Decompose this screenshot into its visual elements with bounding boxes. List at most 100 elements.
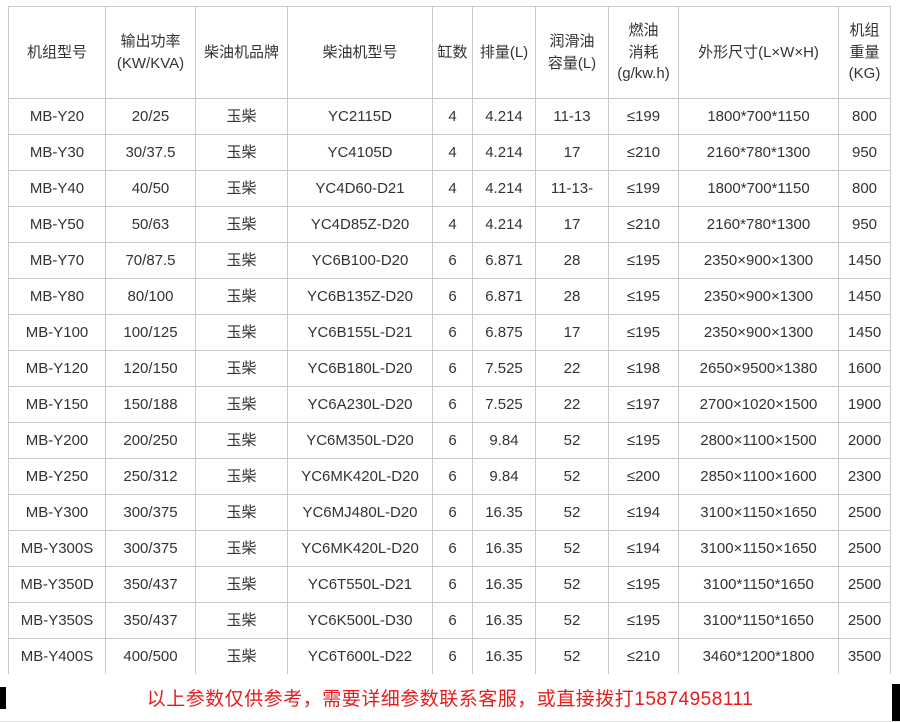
table-row: MB-Y150 150/188 玉柴 YC6A230L-D20 6 7.525 22 ≤197…	[8, 386, 891, 423]
table-cell: 52	[535, 638, 609, 675]
table-cell: 玉柴	[195, 98, 288, 135]
table-cell: 28	[535, 278, 609, 315]
table-cell: 9.84	[472, 458, 536, 495]
spec-table: 机组型号 输出功率 (KW/KVA) 柴油机品牌 柴油机型号 缸数 排量(L) 润滑油 容量…	[8, 6, 891, 675]
table-cell: 玉柴	[195, 494, 288, 531]
table-cell: 3500	[838, 638, 891, 675]
table-cell: 800	[838, 170, 891, 207]
table-cell: 1450	[838, 314, 891, 351]
table-cell: ≤197	[608, 386, 679, 423]
table-cell: 350/437	[105, 566, 196, 603]
table-row: MB-Y300 300/375 玉柴 YC6MJ480L-D20 6 16.35 52 ≤19…	[8, 494, 891, 531]
table-cell: 4	[432, 98, 473, 135]
table-cell: 950	[838, 206, 891, 243]
table-cell: 6.871	[472, 242, 536, 279]
table-cell: MB-Y80	[8, 278, 106, 315]
table-cell: YC6B135Z-D20	[287, 278, 433, 315]
table-cell: MB-Y50	[8, 206, 106, 243]
table-cell: 6.871	[472, 278, 536, 315]
table-cell: MB-Y70	[8, 242, 106, 279]
table-cell: MB-Y150	[8, 386, 106, 423]
table-cell: 6	[432, 422, 473, 459]
column-header: 柴油机型号	[287, 6, 433, 99]
table-cell: 玉柴	[195, 206, 288, 243]
table-cell: ≤198	[608, 350, 679, 387]
table-cell: 16.35	[472, 602, 536, 639]
table-cell: 17	[535, 314, 609, 351]
table-cell: 52	[535, 602, 609, 639]
column-header: 外形尺寸(L×W×H)	[678, 6, 839, 99]
table-cell: 3100×1150×1650	[678, 494, 839, 531]
table-cell: MB-Y200	[8, 422, 106, 459]
table-cell: 2500	[838, 530, 891, 567]
table-cell: 17	[535, 134, 609, 171]
table-cell: 3100*1150*1650	[678, 566, 839, 603]
table-row: MB-Y350S 350/437 玉柴 YC6K500L-D30 6 16.35 52 ≤19…	[8, 602, 891, 639]
table-cell: 11-13-	[535, 170, 609, 207]
table-cell: 80/100	[105, 278, 196, 315]
table-cell: MB-Y30	[8, 134, 106, 171]
table-cell: 2500	[838, 602, 891, 639]
table-cell: 6	[432, 458, 473, 495]
table-cell: YC6MK420L-D20	[287, 458, 433, 495]
table-cell: 6	[432, 530, 473, 567]
table-cell: ≤194	[608, 530, 679, 567]
table-cell: 150/188	[105, 386, 196, 423]
table-cell: 2000	[838, 422, 891, 459]
table-cell: 6.875	[472, 314, 536, 351]
table-cell: 6	[432, 350, 473, 387]
table-cell: 22	[535, 386, 609, 423]
table-cell: YC6MJ480L-D20	[287, 494, 433, 531]
table-cell: 1450	[838, 278, 891, 315]
table-cell: 20/25	[105, 98, 196, 135]
table-cell: YC6MK420L-D20	[287, 530, 433, 567]
table-cell: 52	[535, 422, 609, 459]
table-cell: MB-Y300S	[8, 530, 106, 567]
table-cell: ≤199	[608, 98, 679, 135]
table-cell: ≤210	[608, 134, 679, 171]
table-cell: ≤195	[608, 314, 679, 351]
table-cell: 52	[535, 458, 609, 495]
table-cell: 3100*1150*1650	[678, 602, 839, 639]
table-cell: YC6T600L-D22	[287, 638, 433, 675]
table-cell: MB-Y100	[8, 314, 106, 351]
table-cell: 350/437	[105, 602, 196, 639]
table-cell: 玉柴	[195, 638, 288, 675]
table-row: MB-Y80 80/100 玉柴 YC6B135Z-D20 6 6.871 28 ≤195 23…	[8, 278, 891, 315]
table-cell: 7.525	[472, 350, 536, 387]
table-cell: 7.525	[472, 386, 536, 423]
table-cell: 玉柴	[195, 566, 288, 603]
table-cell: 玉柴	[195, 134, 288, 171]
table-cell: 2160*780*1300	[678, 134, 839, 171]
table-cell: 1800*700*1150	[678, 170, 839, 207]
table-cell: 玉柴	[195, 602, 288, 639]
table-cell: YC6A230L-D20	[287, 386, 433, 423]
table-cell: ≤195	[608, 602, 679, 639]
table-cell: 120/150	[105, 350, 196, 387]
column-header: 机组型号	[8, 6, 106, 99]
table-cell: 4	[432, 206, 473, 243]
table-cell: MB-Y350S	[8, 602, 106, 639]
table-cell: 200/250	[105, 422, 196, 459]
table-cell: 玉柴	[195, 170, 288, 207]
table-cell: ≤195	[608, 278, 679, 315]
column-header: 柴油机品牌	[195, 6, 288, 99]
table-cell: 玉柴	[195, 386, 288, 423]
table-cell: YC6K500L-D30	[287, 602, 433, 639]
table-cell: YC4D85Z-D20	[287, 206, 433, 243]
table-cell: 玉柴	[195, 278, 288, 315]
table-cell: 70/87.5	[105, 242, 196, 279]
table-cell: 4.214	[472, 206, 536, 243]
table-row: MB-Y250 250/312 玉柴 YC6MK420L-D20 6 9.84 52 ≤200…	[8, 458, 891, 495]
table-cell: YC2115D	[287, 98, 433, 135]
table-cell: ≤195	[608, 566, 679, 603]
column-header: 排量(L)	[472, 6, 536, 99]
table-cell: 2850×1100×1600	[678, 458, 839, 495]
table-cell: 16.35	[472, 638, 536, 675]
table-cell: 16.35	[472, 566, 536, 603]
table-cell: MB-Y400S	[8, 638, 106, 675]
table-cell: 2500	[838, 494, 891, 531]
table-cell: 16.35	[472, 530, 536, 567]
table-cell: 玉柴	[195, 314, 288, 351]
table-cell: 4	[432, 170, 473, 207]
